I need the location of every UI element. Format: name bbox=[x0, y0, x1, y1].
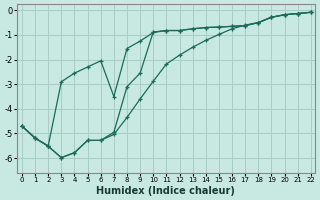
X-axis label: Humidex (Indice chaleur): Humidex (Indice chaleur) bbox=[96, 186, 235, 196]
